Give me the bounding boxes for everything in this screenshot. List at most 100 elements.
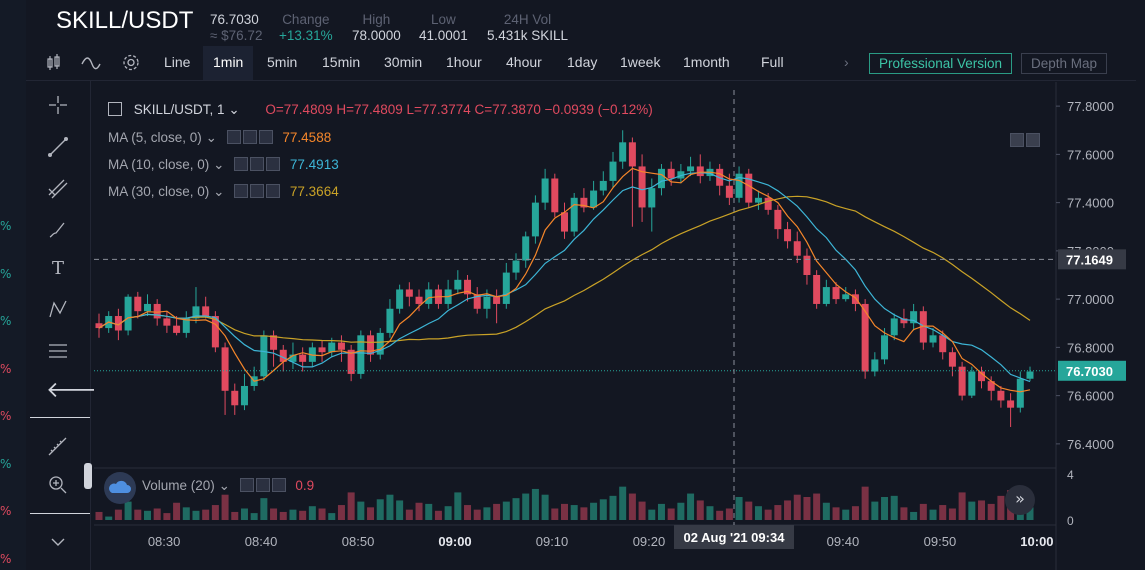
candle-body	[619, 142, 627, 162]
tab-full[interactable]: Full	[761, 54, 784, 70]
ma10-value: 77.4913	[289, 157, 339, 172]
tab-1month[interactable]: 1month	[683, 54, 730, 70]
volume-bar	[328, 513, 336, 520]
professional-version-button[interactable]: Professional Version	[869, 53, 1013, 74]
candle-body	[677, 171, 685, 179]
tab-1hour[interactable]: 1hour	[446, 54, 482, 70]
ruler-tool-icon[interactable]	[46, 435, 70, 459]
pattern-tool-icon[interactable]	[46, 297, 70, 321]
volume-bar	[919, 503, 927, 520]
low-label: Low	[431, 12, 456, 27]
cloud-avatar-icon[interactable]	[104, 472, 136, 504]
volume-bar	[696, 500, 704, 520]
crosshair-tool-icon[interactable]	[46, 93, 70, 117]
tab-4hour[interactable]: 4hour	[506, 54, 542, 70]
volume-bar	[987, 503, 995, 520]
high-value: 78.0000	[352, 28, 401, 43]
drawing-tools-panel: T 🡐	[26, 81, 105, 570]
volume-bar	[376, 499, 384, 520]
candle-body	[502, 272, 510, 304]
last-price-tag	[1058, 360, 1126, 381]
volume-bar	[531, 488, 539, 520]
chevron-down-icon[interactable]: ⌄	[228, 102, 240, 117]
candle-body	[745, 173, 753, 203]
volume-bar	[881, 497, 889, 520]
ma5-legend: MA (5, close, 0) ⌄ 77.4588	[108, 130, 331, 146]
zoom-in-icon[interactable]	[46, 473, 70, 497]
volume-bar	[105, 516, 113, 520]
chevron-down-icon[interactable]: ⌄	[205, 130, 217, 145]
candle-body	[667, 168, 675, 179]
candle-body	[1016, 378, 1024, 408]
volume-bar	[687, 493, 695, 520]
volume-bar	[143, 510, 151, 520]
volume-bar	[221, 494, 229, 520]
candle-body	[580, 197, 588, 208]
vol-value: 5.431k SKILL	[487, 28, 569, 43]
pane-collapse-icon[interactable]	[1010, 133, 1024, 147]
ticker-header: SKILL/USDT 76.7030 ≈ $76.72 Change +13.3…	[26, 0, 1145, 46]
tab-30min[interactable]: 30min	[384, 54, 423, 70]
chart-toolbar: Line 1min 5min 15min 30min 1hour 4hour 1…	[26, 46, 1136, 81]
candle-body	[735, 173, 743, 198]
volume-bar	[473, 509, 481, 520]
volume-bar	[657, 503, 665, 520]
settings-gear-icon[interactable]	[122, 46, 140, 80]
brush-tool-icon[interactable]	[46, 217, 70, 241]
volume-bar	[357, 501, 365, 520]
x-tick-label: 09:10	[536, 534, 569, 549]
candle-body	[347, 349, 355, 374]
fib-tool-icon[interactable]	[46, 177, 70, 201]
pane-move-icon[interactable]	[1026, 133, 1040, 147]
chevron-right-icon[interactable]: ›	[844, 54, 849, 70]
tab-5min[interactable]: 5min	[267, 54, 298, 70]
volume-bar	[182, 507, 190, 520]
volume-controls[interactable]	[239, 478, 288, 493]
volume-bar	[318, 508, 326, 520]
tab-1week[interactable]: 1week	[620, 54, 661, 70]
volume-bar	[250, 513, 258, 520]
measure-tool-icon[interactable]	[46, 339, 70, 363]
volume-bar	[367, 507, 375, 520]
collapse-legend-icon[interactable]	[108, 102, 122, 116]
chevron-down-icon[interactable]: ⌄	[213, 157, 225, 172]
text-tool-icon[interactable]: T	[51, 258, 64, 279]
candle-body	[124, 296, 132, 331]
candle-body	[425, 289, 433, 304]
volume-bar	[202, 509, 210, 520]
depth-map-button[interactable]: Depth Map	[1021, 53, 1108, 74]
ma5-controls[interactable]	[226, 130, 275, 145]
panel-collapse-handle[interactable]	[84, 463, 92, 489]
volume-bar	[386, 494, 394, 520]
volume-bar	[667, 508, 675, 520]
indicator-wave-icon[interactable]	[80, 46, 102, 80]
candle-body	[696, 166, 704, 177]
tab-15min[interactable]: 15min	[322, 54, 361, 70]
candle-body	[182, 318, 190, 333]
y-tick-label: 76.6000	[1067, 389, 1114, 404]
tab-1min[interactable]: 1min	[203, 46, 254, 80]
candle-body	[774, 209, 782, 230]
market-change-percent: %	[0, 361, 12, 376]
candle-type-icon[interactable]	[46, 46, 62, 80]
candle-body	[570, 197, 578, 232]
tab-1day[interactable]: 1day	[567, 54, 598, 70]
ma10-controls[interactable]	[234, 157, 282, 172]
ma30-controls[interactable]	[234, 184, 282, 199]
candle-body	[221, 347, 229, 391]
volume-bar	[628, 493, 636, 520]
chevron-down-icon[interactable]: ⌄	[213, 184, 225, 199]
candle-body	[754, 197, 762, 203]
volume-bar	[405, 509, 413, 520]
candle-body	[725, 185, 733, 198]
candle-body	[386, 308, 394, 333]
chevron-down-icon[interactable]	[46, 529, 70, 553]
x-tick-label: 08:40	[245, 534, 278, 549]
chevron-down-icon[interactable]: ⌄	[218, 478, 230, 493]
scroll-right-button[interactable]: »	[1005, 485, 1035, 515]
tab-line[interactable]: Line	[164, 54, 191, 70]
low-value: 41.0001	[419, 28, 468, 43]
trend-line-tool-icon[interactable]	[46, 135, 70, 159]
volume-bar	[541, 494, 549, 520]
